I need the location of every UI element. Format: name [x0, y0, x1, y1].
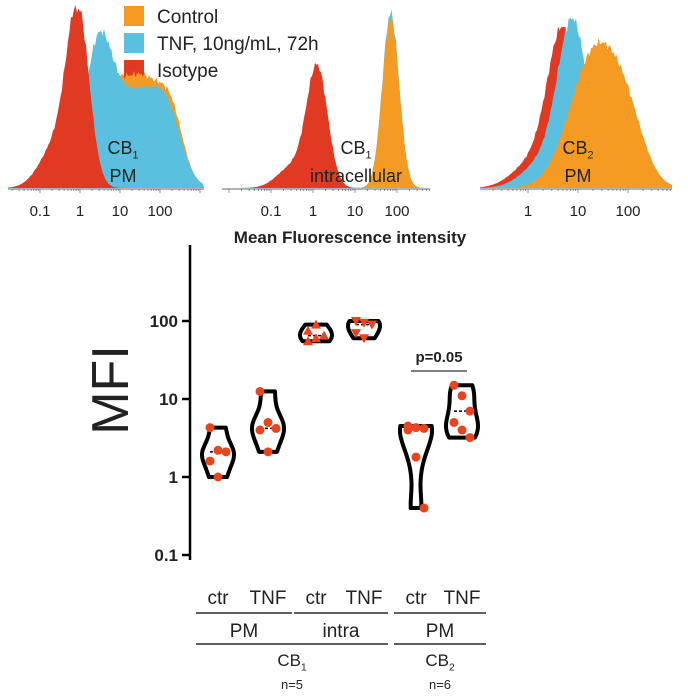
data-point — [319, 330, 329, 340]
data-point — [465, 433, 475, 443]
violin-1 — [250, 389, 286, 454]
histogram-label: CB1 — [107, 138, 138, 162]
data-point — [411, 452, 421, 462]
data-point — [263, 417, 273, 427]
histogram-isotype — [222, 62, 430, 188]
legend-swatch-tnf — [124, 33, 144, 53]
x-sublabel: PM — [230, 621, 259, 642]
sample-size-label: n=6 — [429, 677, 451, 692]
data-point — [403, 425, 413, 435]
histogram-control — [480, 37, 672, 189]
x-group-label: ctr — [405, 588, 427, 609]
x-group-label: TNF — [250, 588, 287, 609]
data-point — [351, 317, 361, 326]
data-point — [411, 423, 421, 433]
histogram-tick-label: 1 — [76, 203, 84, 220]
data-point — [465, 406, 475, 416]
data-point — [449, 380, 459, 390]
data-point — [311, 333, 321, 343]
x-group-label: TNF — [444, 588, 481, 609]
histogram-tnf — [8, 28, 204, 189]
x-group-label: TNF — [346, 588, 383, 609]
data-point — [221, 447, 231, 457]
histogram-label-line2: PM — [565, 166, 592, 186]
receptor-label: CB2 — [425, 651, 455, 673]
violin-5 — [444, 383, 480, 440]
data-point — [205, 456, 215, 466]
p-value-label: p=0.05 — [415, 349, 462, 366]
legend-label-control: Control — [157, 7, 218, 28]
y-tick-label: 0.1 — [154, 546, 178, 565]
x-group-label: ctr — [207, 588, 229, 609]
y-tick-label: 1 — [169, 468, 178, 487]
histogram-tick-label: 100 — [147, 203, 172, 220]
violin-0 — [200, 425, 236, 479]
histogram-label: CB2 — [562, 138, 593, 162]
data-point — [449, 417, 459, 427]
histogram-label-line2: PM — [110, 166, 137, 186]
data-point — [367, 320, 377, 330]
receptor-label: CB1 — [277, 651, 307, 673]
data-point — [359, 318, 369, 328]
data-point — [271, 423, 281, 433]
histogram-tick-label: 100 — [615, 203, 640, 220]
violin-4 — [398, 424, 434, 510]
legend-swatch-control — [124, 6, 144, 26]
data-point — [213, 472, 223, 482]
data-point — [263, 447, 273, 457]
data-point — [205, 423, 215, 433]
x-sublabel: intra — [323, 621, 360, 642]
data-point — [419, 423, 429, 433]
violin-2 — [298, 322, 334, 344]
y-tick-label: 100 — [150, 312, 178, 331]
data-point — [255, 386, 265, 396]
histogram-tick-label: 100 — [384, 203, 409, 220]
x-sublabel: PM — [426, 621, 455, 642]
histogram-tick-label: 10 — [570, 203, 587, 220]
data-point — [311, 319, 321, 329]
histogram-control — [222, 15, 430, 189]
data-point — [359, 334, 369, 344]
legend-label-isotype: Isotype — [157, 61, 218, 82]
histogram-tick-label: 10 — [112, 203, 129, 220]
histogram-tick-label: 0.1 — [261, 203, 282, 220]
histogram-x-axis-title: Mean Fluorescence intensity — [234, 228, 467, 247]
y-tick-label: 10 — [159, 390, 178, 409]
histogram-label: CB1 — [340, 138, 371, 162]
histogram-label-line2: intracellular — [310, 166, 402, 186]
data-point — [457, 425, 467, 435]
data-point — [419, 503, 429, 513]
histogram-tick-label: 10 — [347, 203, 364, 220]
y-axis-title: MFI — [82, 345, 140, 435]
sample-size-label: n=5 — [281, 677, 303, 692]
violin-3 — [346, 319, 382, 341]
histogram-tick-label: 1 — [309, 203, 317, 220]
histogram-tick-label: 0.1 — [30, 203, 51, 220]
data-point — [255, 425, 265, 435]
x-group-label: ctr — [305, 588, 327, 609]
legend-label-tnf: TNF, 10ng/mL, 72h — [157, 34, 319, 55]
data-point — [351, 329, 361, 339]
data-point — [303, 336, 313, 346]
data-point — [457, 391, 467, 401]
histogram-tick-label: 1 — [524, 203, 532, 220]
histogram-isotype — [8, 5, 204, 188]
data-point — [213, 445, 223, 455]
data-point — [303, 325, 313, 335]
